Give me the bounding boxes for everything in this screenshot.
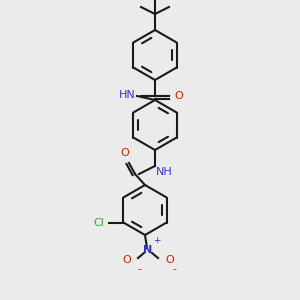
Text: +: + (153, 236, 160, 245)
Text: N: N (143, 245, 153, 255)
Text: Cl: Cl (94, 218, 104, 227)
Text: -: - (137, 264, 141, 274)
Text: O: O (165, 255, 174, 265)
Text: HN: HN (119, 90, 136, 100)
Text: O: O (174, 91, 183, 101)
Text: O: O (122, 255, 131, 265)
Text: NH: NH (156, 167, 173, 177)
Text: O: O (121, 148, 129, 158)
Text: -: - (172, 264, 176, 274)
